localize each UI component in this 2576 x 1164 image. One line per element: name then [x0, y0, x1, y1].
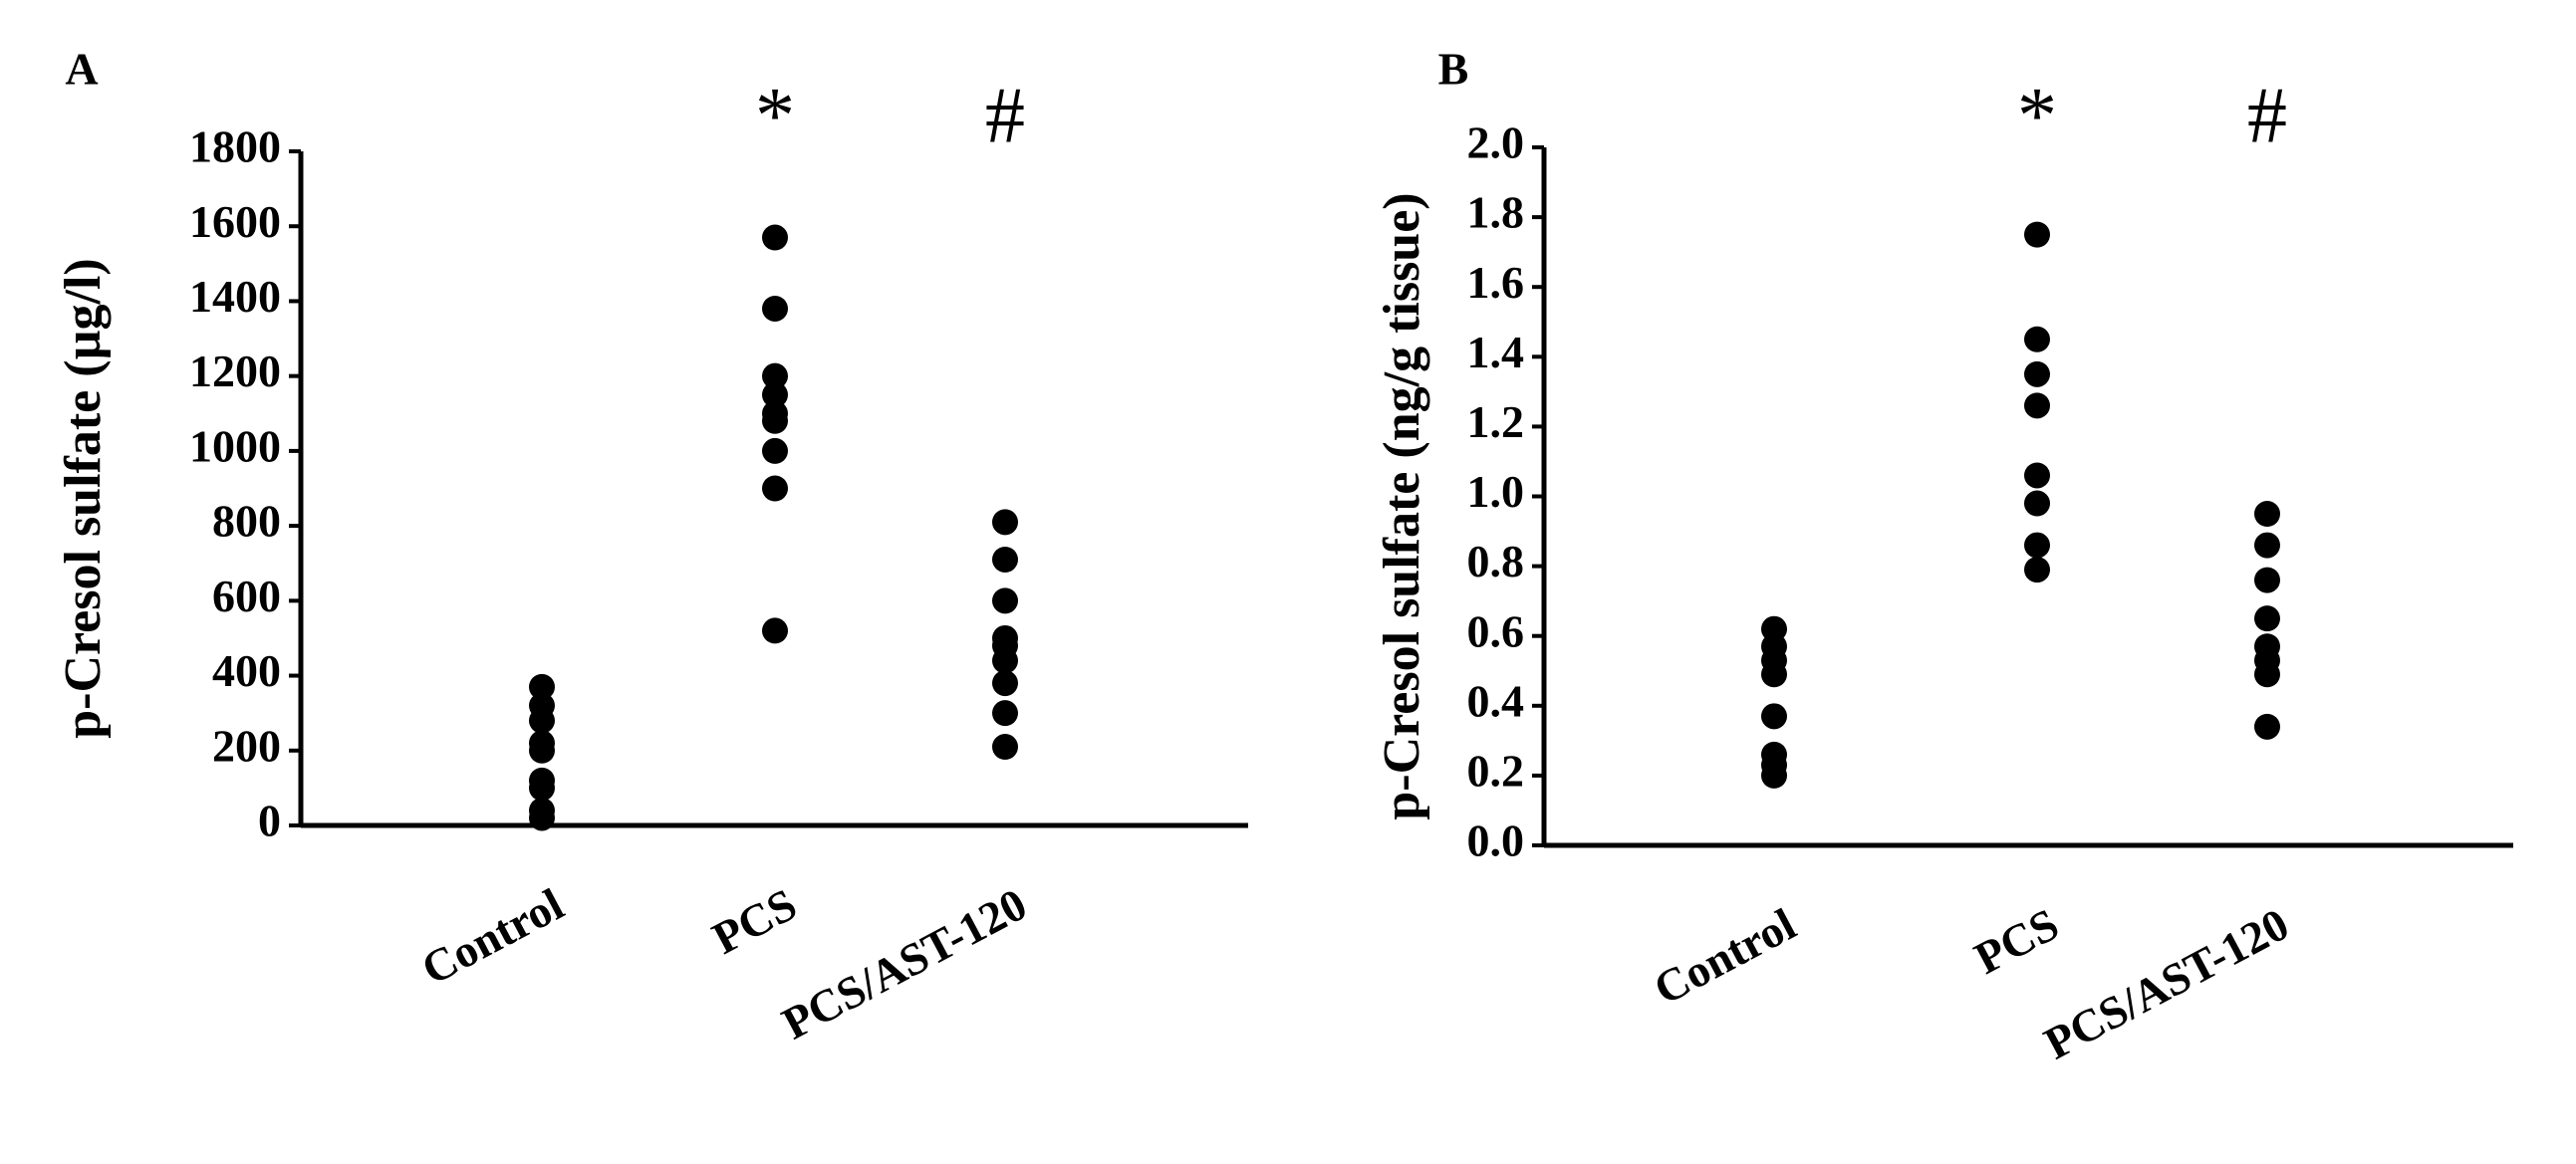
data-point — [992, 587, 1018, 614]
data-point — [529, 673, 555, 700]
y-tick-label: 0.6 — [1467, 605, 1525, 656]
x-tick-label: Control — [413, 878, 572, 995]
data-point — [992, 509, 1018, 536]
data-point — [2254, 567, 2280, 593]
y-tick-label: 0 — [258, 796, 281, 846]
y-tick-label: 1800 — [189, 121, 281, 172]
data-point — [1761, 762, 1787, 789]
x-tick-label: PCS/AST-120 — [2036, 898, 2297, 1068]
data-point — [2254, 532, 2280, 559]
data-point — [992, 647, 1018, 674]
y-tick-label: 1400 — [189, 271, 281, 322]
data-point — [2254, 605, 2280, 632]
data-point — [762, 362, 788, 389]
data-point — [992, 670, 1018, 697]
data-point — [992, 734, 1018, 761]
data-point — [2254, 501, 2280, 528]
x-tick-label: Control — [1646, 898, 1804, 1015]
y-tick-label: 1.2 — [1467, 396, 1525, 447]
y-tick-label: 400 — [212, 645, 281, 696]
data-point — [762, 407, 788, 434]
data-point — [2024, 221, 2050, 248]
data-point — [529, 805, 555, 831]
y-tick-label: 0.8 — [1467, 536, 1525, 586]
data-point — [992, 700, 1018, 727]
y-tick-label: 0.4 — [1467, 675, 1525, 726]
y-tick-label: 1000 — [189, 420, 281, 471]
panel-label: A — [65, 44, 98, 95]
data-point — [762, 295, 788, 322]
panel-label: B — [1438, 44, 1469, 95]
x-tick-label: PCS/AST-120 — [774, 878, 1035, 1048]
data-point — [992, 546, 1018, 573]
data-point — [2024, 360, 2050, 387]
significance-mark: * — [2017, 72, 2057, 159]
data-point — [2024, 557, 2050, 583]
data-point — [1761, 661, 1787, 688]
significance-mark: # — [2247, 72, 2287, 159]
y-tick-label: 1.4 — [1467, 327, 1525, 377]
data-point — [2024, 490, 2050, 517]
data-point — [762, 475, 788, 502]
data-point — [529, 707, 555, 734]
data-point — [762, 617, 788, 644]
data-point — [762, 381, 788, 408]
y-tick-label: 2.0 — [1467, 117, 1525, 168]
significance-mark: * — [755, 72, 795, 159]
data-point — [762, 224, 788, 251]
data-point — [2254, 661, 2280, 688]
y-tick-label: 800 — [212, 496, 281, 547]
x-tick-label: PCS — [1966, 898, 2067, 984]
data-point — [529, 775, 555, 802]
significance-mark: # — [985, 72, 1025, 159]
y-tick-label: 1600 — [189, 196, 281, 247]
data-point — [762, 437, 788, 464]
data-point — [2024, 392, 2050, 419]
data-point — [2254, 713, 2280, 740]
y-tick-label: 1.8 — [1467, 187, 1525, 238]
y-tick-label: 0.0 — [1467, 815, 1525, 866]
data-point — [529, 737, 555, 764]
y-tick-label: 1.6 — [1467, 257, 1525, 308]
y-tick-label: 200 — [212, 720, 281, 771]
data-point — [2024, 326, 2050, 352]
y-tick-label: 0.2 — [1467, 745, 1525, 796]
y-axis-label: p-Cresol sulfate (ng/g tissue) — [1374, 192, 1430, 819]
data-point — [2024, 462, 2050, 489]
x-tick-label: PCS — [704, 878, 805, 964]
y-tick-label: 1.0 — [1467, 466, 1525, 517]
data-point — [2024, 532, 2050, 559]
data-point — [1761, 703, 1787, 730]
y-tick-label: 600 — [212, 571, 281, 621]
y-tick-label: 1200 — [189, 346, 281, 396]
y-axis-label: p-Cresol sulfate (µg/l) — [55, 258, 112, 739]
